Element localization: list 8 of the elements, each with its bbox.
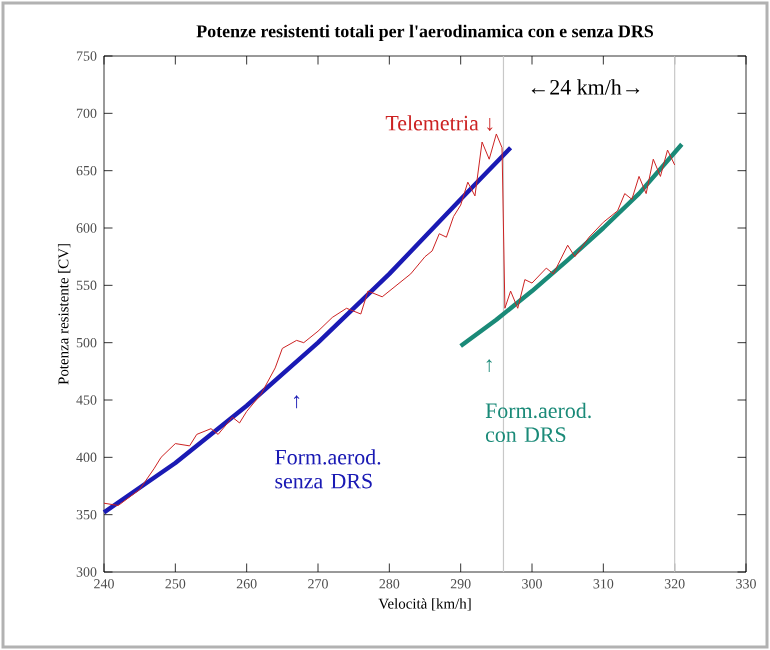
annotation: Telemetria ↓	[385, 115, 493, 132]
chart-title: Potenze resistenti totali per l'aerodinamica con e senza DRS	[196, 24, 654, 41]
line-series	[458, 142, 684, 349]
annotation: Form.aerod. senza DRS	[275, 449, 381, 489]
annotation: ↑	[486, 359, 492, 373]
annotation: ←24 km/h→	[531, 79, 640, 95]
annotation: ↑	[294, 395, 300, 409]
annotation: Form.aerod. con DRS	[485, 402, 591, 443]
